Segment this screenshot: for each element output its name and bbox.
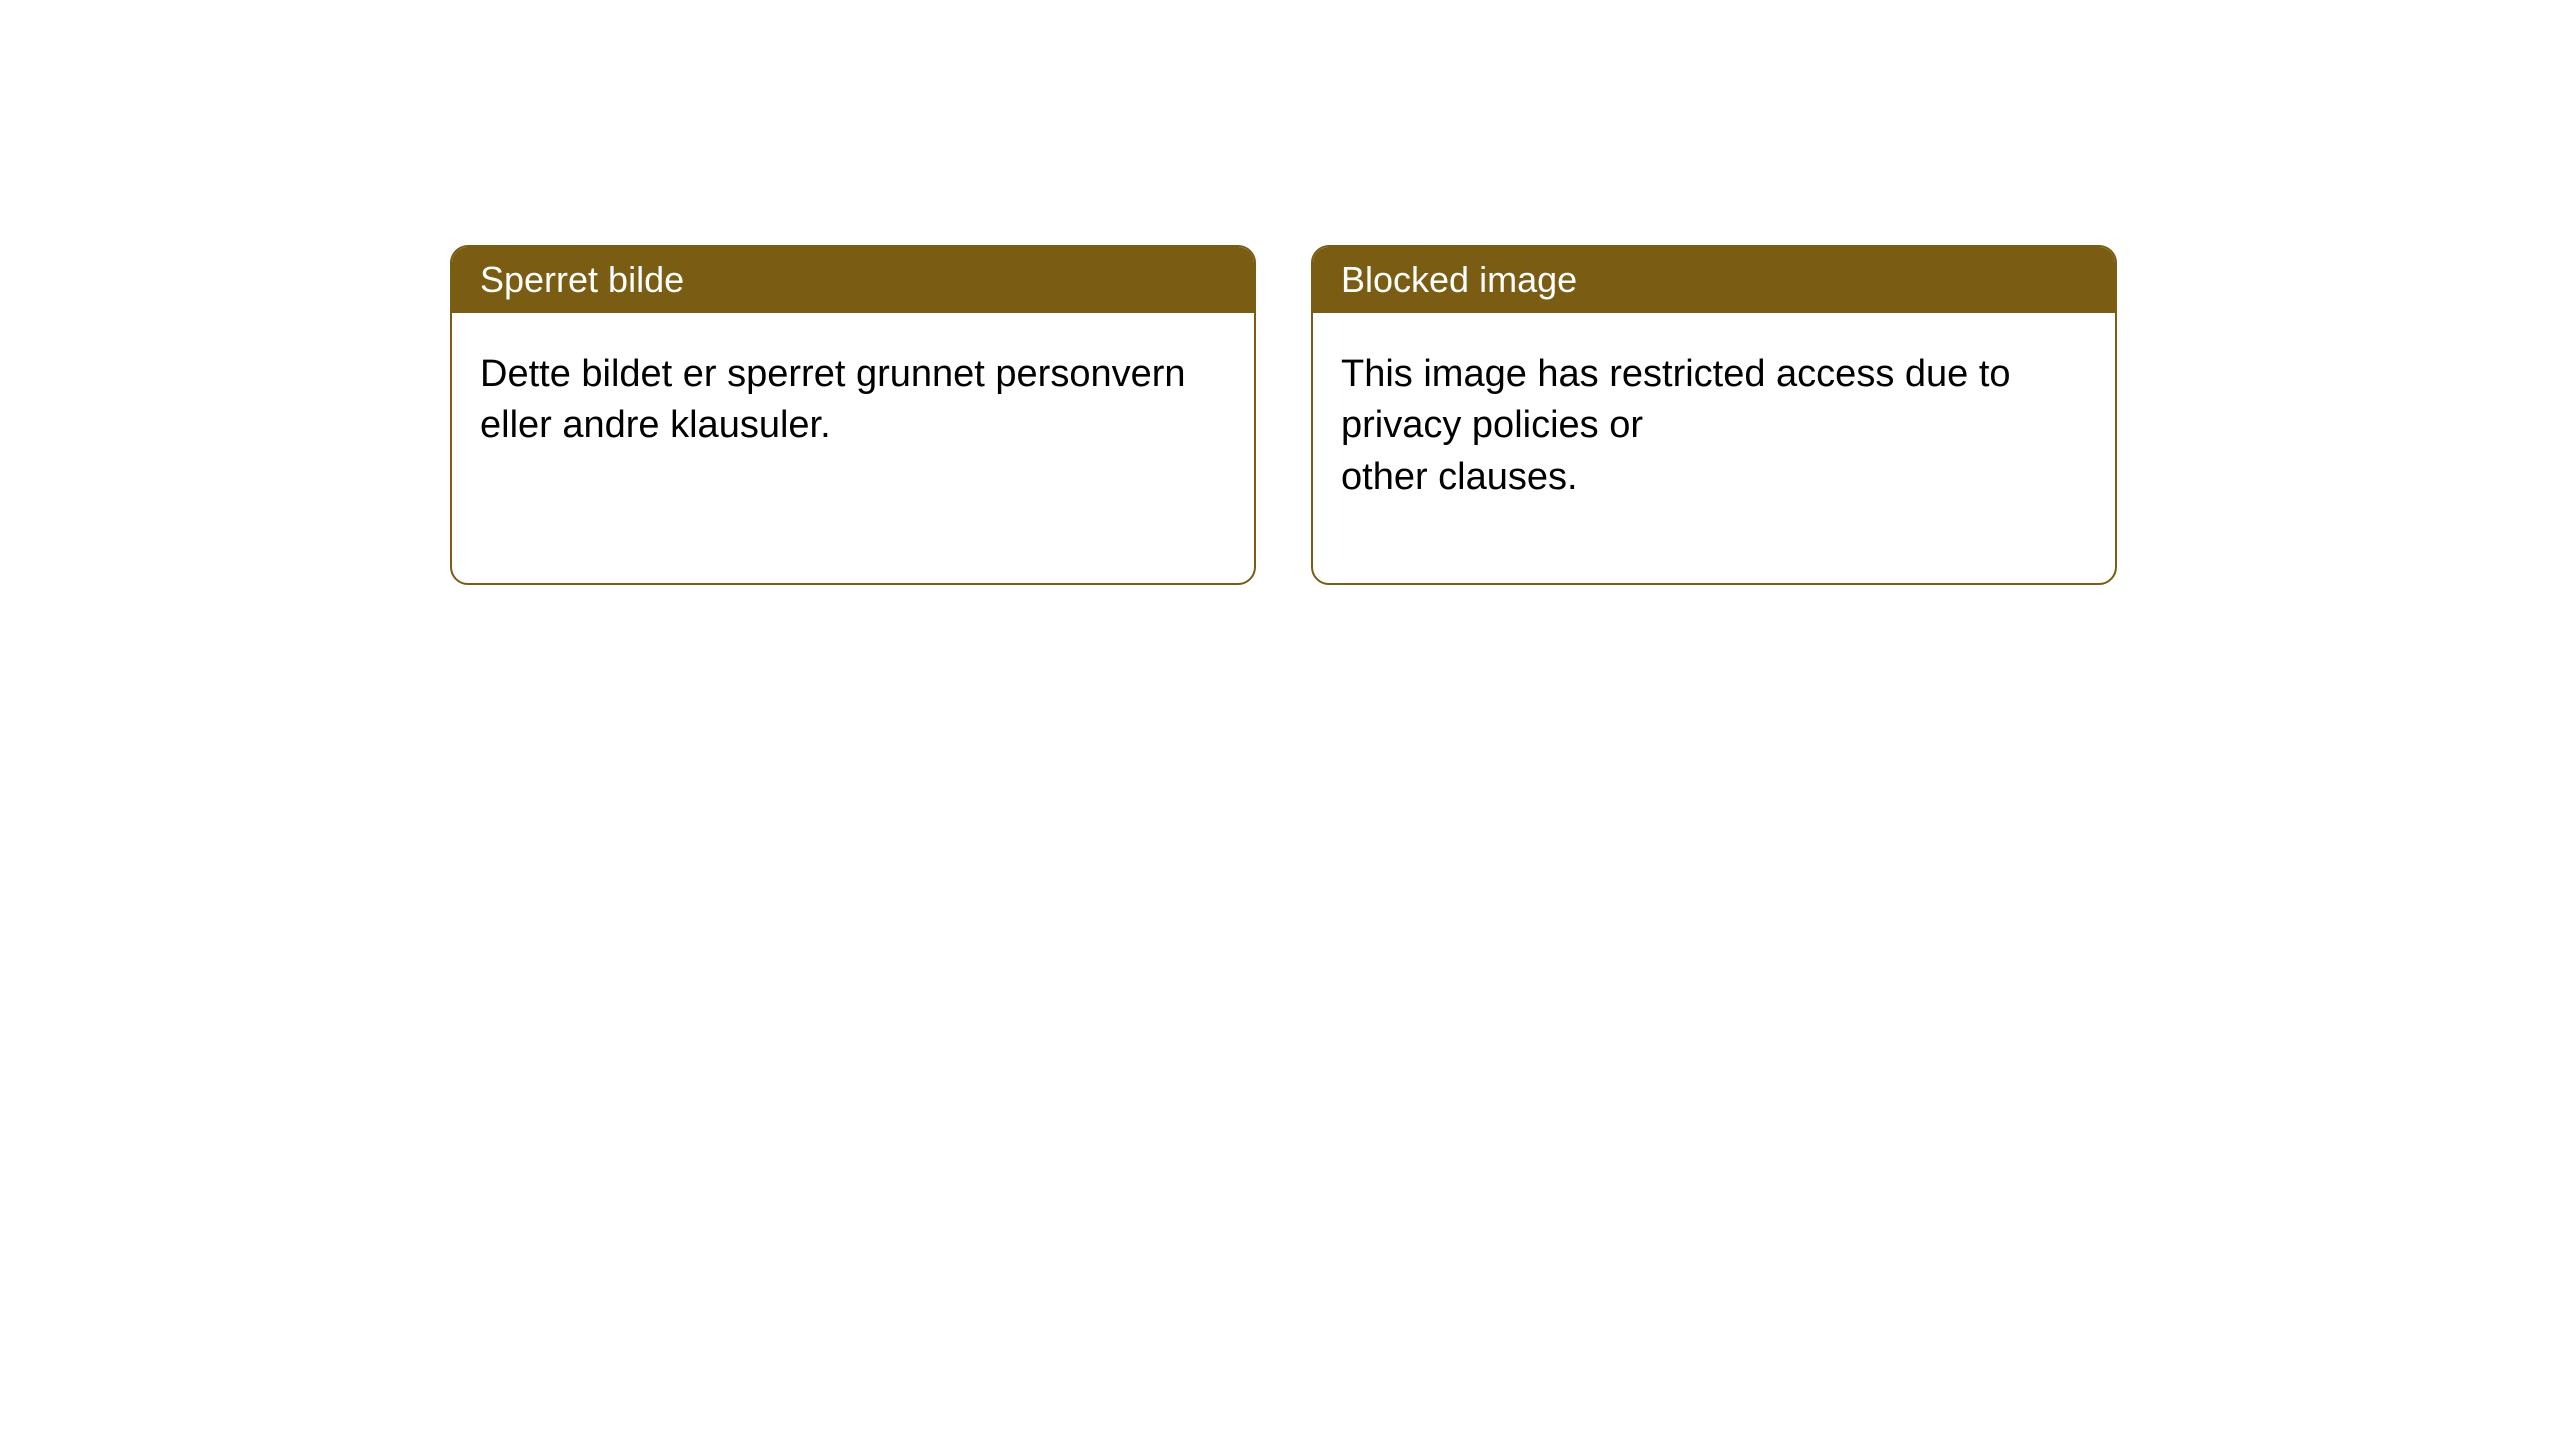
notice-body-en: This image has restricted access due to … bbox=[1313, 313, 2115, 583]
notice-container: Sperret bilde Dette bildet er sperret gr… bbox=[0, 0, 2560, 585]
notice-card-en: Blocked image This image has restricted … bbox=[1311, 245, 2117, 585]
notice-body-no: Dette bildet er sperret grunnet personve… bbox=[452, 313, 1254, 532]
notice-title-no: Sperret bilde bbox=[452, 247, 1254, 313]
notice-title-en: Blocked image bbox=[1313, 247, 2115, 313]
notice-card-no: Sperret bilde Dette bildet er sperret gr… bbox=[450, 245, 1256, 585]
